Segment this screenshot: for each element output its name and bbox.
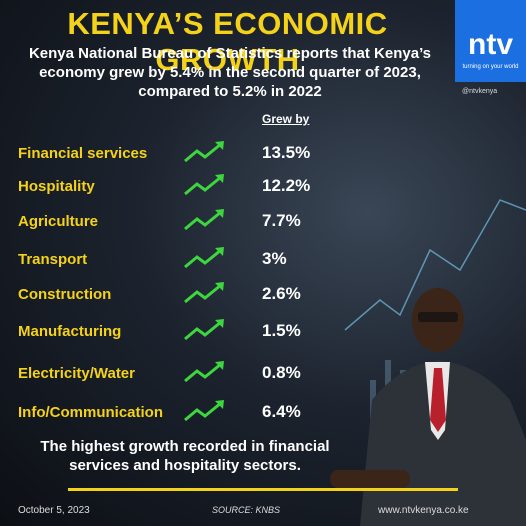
trend-arrow [183, 207, 227, 238]
summary: The highest growth recorded in financial… [40, 438, 330, 474]
divider [68, 488, 458, 491]
trend-arrow [183, 245, 227, 276]
sector-label: Info/Communication [18, 404, 163, 421]
date: October 5, 2023 [18, 505, 90, 516]
logo-brand: ntv [468, 28, 513, 61]
source: SOURCE: KNBS [212, 505, 281, 515]
sector-label: Hospitality [18, 178, 95, 195]
sector-label: Financial services [18, 145, 148, 162]
trend-arrow [183, 359, 227, 390]
growth-value: 13.5% [262, 143, 311, 162]
sector-label: Transport [18, 251, 88, 268]
subtitle: Kenya National Bureau of Statistics repo… [28, 45, 432, 100]
trend-arrow [183, 317, 227, 348]
sector-label: Construction [18, 286, 112, 303]
growth-value: 12.2% [262, 176, 311, 195]
growth-value: 7.7% [262, 211, 301, 230]
title: KENYA’S ECONOMIC GROWTH [67, 6, 388, 77]
trend-arrow [183, 139, 227, 170]
trend-arrow [183, 398, 227, 429]
logo-box: ntv turning on your world [455, 0, 526, 82]
trend-arrow [183, 172, 227, 203]
growth-value: 0.8% [262, 363, 301, 382]
social-handle: @ntvkenya [462, 88, 498, 95]
sector-label: Manufacturing [18, 323, 122, 340]
trend-arrow [183, 280, 227, 311]
sector-label: Agriculture [18, 213, 99, 230]
growth-value: 6.4% [262, 402, 301, 421]
sector-label: Electricity/Water [18, 365, 135, 382]
website: www.ntvkenya.co.ke [378, 505, 469, 516]
column-header: Grew by [262, 112, 310, 126]
logo-tagline: turning on your world [462, 64, 519, 70]
growth-value: 1.5% [262, 321, 301, 340]
growth-value: 2.6% [262, 284, 301, 303]
growth-value: 3% [262, 249, 287, 268]
